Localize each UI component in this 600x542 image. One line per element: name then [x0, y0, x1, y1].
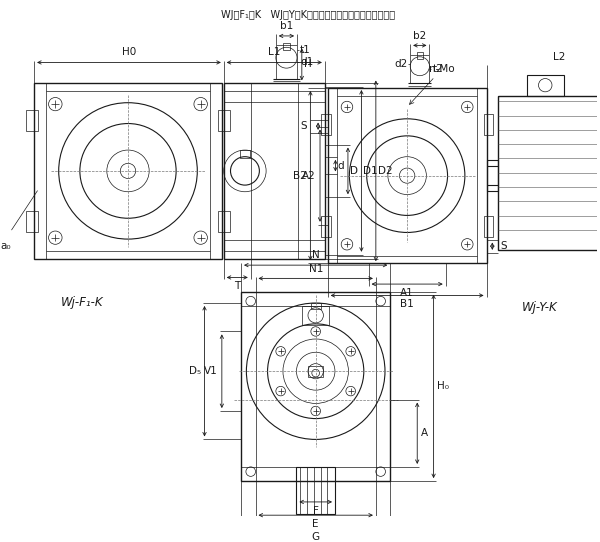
Bar [484, 114, 493, 136]
Bar [224, 83, 325, 259]
Text: A2: A2 [302, 171, 316, 180]
Bar [308, 365, 323, 377]
Bar [283, 43, 290, 50]
Text: b1: b1 [280, 21, 293, 31]
Bar [328, 88, 487, 263]
Bar [321, 114, 331, 136]
Text: V1: V1 [204, 366, 218, 376]
Text: S: S [500, 241, 506, 251]
Text: A: A [421, 428, 428, 438]
Bar [218, 211, 230, 232]
Bar [26, 211, 38, 232]
Text: a₀: a₀ [0, 241, 11, 251]
Bar [218, 109, 230, 131]
Text: t2: t2 [433, 64, 443, 74]
Text: F: F [313, 506, 319, 516]
Bar [321, 216, 331, 237]
Text: N1: N1 [308, 263, 323, 274]
Text: d2: d2 [394, 59, 407, 69]
Text: E: E [313, 519, 319, 529]
Bar [311, 303, 320, 309]
Text: S: S [300, 121, 307, 131]
Text: d1: d1 [300, 56, 313, 67]
Text: D₅: D₅ [188, 366, 200, 376]
Bar [484, 216, 493, 237]
Bar [527, 75, 563, 95]
Text: G: G [311, 532, 320, 542]
Text: D2: D2 [378, 166, 392, 176]
Text: b2: b2 [413, 31, 427, 41]
Bar [417, 52, 423, 59]
Text: T: T [234, 281, 241, 291]
Text: D: D [350, 166, 358, 176]
Text: B2: B2 [293, 171, 307, 180]
Text: A1: A1 [400, 288, 414, 298]
Text: L1: L1 [268, 47, 280, 57]
Text: n-Mo: n-Mo [410, 64, 455, 105]
Text: D1: D1 [364, 166, 378, 176]
Text: H₀: H₀ [437, 382, 449, 391]
Text: B1: B1 [400, 299, 414, 309]
Text: N: N [312, 250, 320, 260]
Text: L2: L2 [553, 51, 565, 61]
Bar [34, 83, 222, 259]
Text: H0: H0 [122, 47, 136, 57]
Text: H: H [304, 59, 311, 69]
Text: Wj-Y-K: Wj-Y-K [521, 301, 557, 314]
Bar [241, 292, 390, 481]
Bar [498, 95, 600, 250]
Bar [487, 160, 498, 191]
Bar [26, 109, 38, 131]
Text: d: d [337, 160, 344, 171]
Bar [296, 467, 335, 514]
Text: WJ一F₁一K   WJ一Y一K中空轴型蜗轮减速器外型安装尺寸: WJ一F₁一K WJ一Y一K中空轴型蜗轮减速器外型安装尺寸 [221, 10, 395, 21]
Bar [240, 150, 250, 158]
Text: t1: t1 [300, 45, 311, 55]
Text: Wj-F₁-K: Wj-F₁-K [61, 296, 104, 309]
Bar [302, 306, 329, 325]
